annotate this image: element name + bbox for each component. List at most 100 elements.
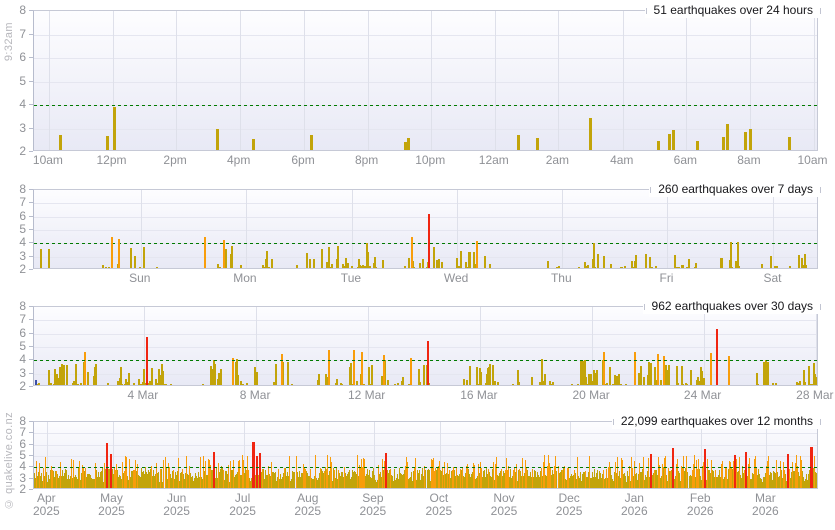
chart-plot-area[interactable] — [33, 10, 818, 151]
chart-plot-area[interactable] — [33, 421, 818, 489]
magnitude-bar — [668, 467, 670, 488]
magnitude-bar — [413, 470, 415, 488]
x-axis-label: 10am — [32, 153, 63, 167]
magnitude-bar — [702, 378, 705, 385]
magnitude-bar — [112, 469, 114, 488]
magnitude-bar — [326, 264, 328, 268]
chart-plot-area[interactable] — [33, 189, 818, 269]
magnitude-bar — [264, 479, 266, 488]
magnitude-bar — [407, 462, 409, 488]
gridline-vertical — [431, 11, 433, 150]
magnitude-bar — [378, 464, 380, 488]
magnitude-bar — [142, 471, 144, 488]
magnitude-bar — [409, 478, 411, 488]
magnitude-bar — [685, 383, 688, 385]
magnitude-bar — [788, 469, 790, 488]
magnitude-bar — [320, 468, 322, 488]
magnitude-bar — [767, 460, 769, 488]
magnitude-bar — [701, 466, 703, 488]
magnitude-bar — [601, 474, 603, 488]
magnitude-bar — [62, 365, 65, 385]
magnitude-bar — [354, 471, 356, 488]
magnitude-bar — [154, 379, 157, 385]
magnitude-bar — [612, 480, 614, 488]
magnitude-bar — [802, 470, 804, 488]
magnitude-bar — [681, 366, 684, 385]
magnitude-bar — [332, 468, 334, 488]
magnitude-bar — [406, 138, 410, 150]
magnitude-bar — [525, 459, 527, 488]
magnitude-bar — [614, 375, 617, 385]
gridline-vertical — [239, 11, 241, 150]
magnitude-bar — [68, 479, 70, 488]
magnitude-bar — [691, 470, 693, 488]
x-axis-label-month: Jul — [234, 491, 251, 505]
magnitude-bar — [595, 473, 597, 488]
magnitude-bar — [494, 479, 496, 488]
magnitude-bar — [472, 462, 474, 488]
magnitude-bar — [242, 454, 244, 488]
magnitude-bar — [504, 472, 506, 488]
magnitude-bar — [759, 473, 761, 488]
magnitude-bar — [168, 466, 170, 488]
magnitude-bar — [273, 471, 275, 488]
magnitude-bar — [292, 470, 294, 488]
magnitude-bar — [336, 267, 339, 268]
magnitude-bar — [127, 476, 129, 488]
magnitude-bar — [337, 245, 340, 268]
magnitude-bar — [626, 481, 628, 488]
x-axis-label: 8pm — [354, 153, 379, 167]
magnitude-bar — [268, 267, 271, 268]
magnitude-bar — [657, 353, 660, 385]
magnitude-bar — [502, 476, 504, 488]
magnitude-bar — [371, 364, 374, 385]
magnitude-bar — [377, 479, 379, 488]
magnitude-bar — [315, 477, 317, 488]
magnitude-threshold-line — [34, 105, 817, 106]
magnitude-bar — [231, 470, 232, 488]
magnitude-bar — [778, 476, 780, 488]
gridline-horizontal — [34, 81, 817, 83]
magnitude-bar — [394, 468, 396, 488]
magnitude-bar — [463, 379, 466, 385]
magnitude-bar — [59, 462, 61, 488]
magnitude-bar — [344, 472, 346, 488]
magnitude-bar — [445, 473, 447, 488]
magnitude-bar — [457, 476, 459, 488]
magnitude-bar — [792, 461, 794, 488]
magnitude-bar — [351, 265, 354, 268]
magnitude-bar — [109, 454, 112, 488]
magnitude-bar — [594, 476, 596, 488]
magnitude-bar — [518, 382, 521, 385]
magnitude-bar — [696, 380, 699, 385]
magnitude-bar — [34, 473, 35, 488]
x-axis-label: 12pm — [96, 153, 127, 167]
magnitude-bar — [224, 267, 227, 268]
magnitude-bar — [47, 249, 50, 268]
magnitude-bar — [130, 476, 132, 488]
magnitude-bar — [610, 475, 612, 488]
magnitude-bar — [69, 476, 71, 488]
magnitude-bar — [241, 384, 244, 385]
magnitude-bar — [538, 475, 540, 488]
chart-plot-area[interactable] — [33, 306, 818, 386]
x-axis-label: Feb 2026 — [687, 492, 714, 518]
magnitude-bar — [812, 475, 814, 488]
magnitude-bar — [365, 267, 368, 268]
magnitude-bar — [633, 476, 635, 488]
magnitude-bar — [375, 267, 378, 268]
magnitude-bar — [93, 479, 95, 488]
magnitude-bar — [215, 467, 217, 488]
magnitude-bar — [543, 381, 546, 385]
gridline-vertical — [304, 11, 306, 150]
x-axis-label-month: Oct — [429, 491, 449, 505]
magnitude-bar — [769, 475, 771, 488]
magnitude-bar — [230, 246, 233, 268]
magnitude-bar — [327, 474, 329, 488]
magnitude-bar — [742, 472, 744, 488]
magnitude-bar — [301, 472, 303, 488]
magnitude-bar — [307, 475, 309, 488]
magnitude-bar — [744, 451, 747, 488]
magnitude-bar — [94, 463, 96, 488]
magnitude-bar — [543, 462, 545, 488]
